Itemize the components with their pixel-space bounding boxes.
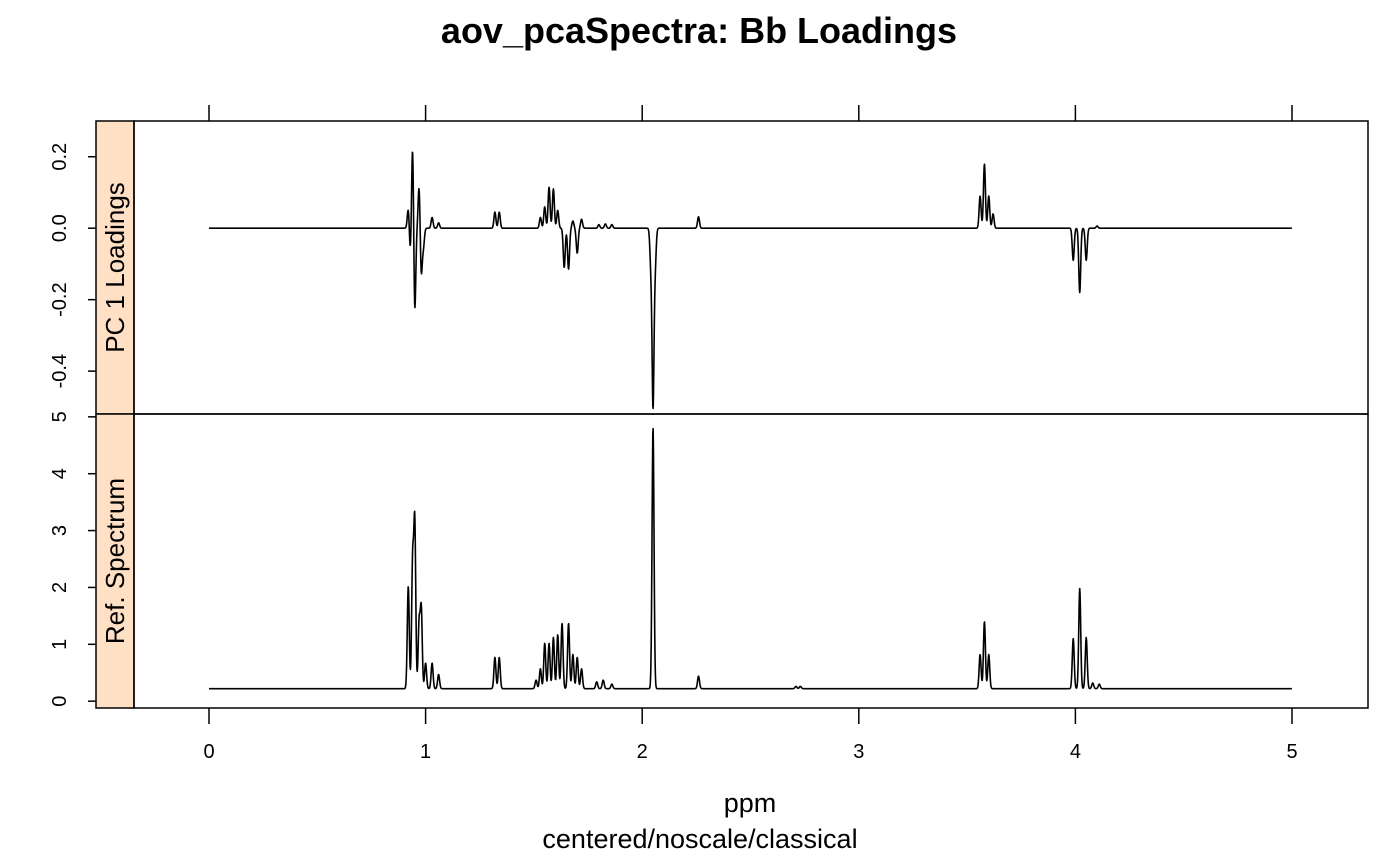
x-tick-label: 5	[1286, 741, 1297, 763]
y-tick-label: 2	[49, 582, 71, 593]
panel-strip-label: Ref. Spectrum	[100, 478, 130, 644]
x-tick-label: 4	[1070, 741, 1081, 763]
panel-strip-label: PC 1 Loadings	[100, 182, 130, 353]
x-tick-label: 1	[420, 741, 431, 763]
y-tick-label: -0.4	[49, 354, 71, 388]
y-tick-label: 3	[49, 525, 71, 536]
panel-1: PC 1 Loadings -0.4 -0.2 0.0 0.2	[49, 120, 1369, 415]
x-axis-subtitle: centered/noscale/classical	[542, 824, 857, 854]
x-tick-label: 0	[203, 741, 214, 763]
panel-strip	[95, 413, 135, 709]
y-tick-label: 5	[49, 411, 71, 422]
y-tick-label: 0.2	[49, 143, 71, 171]
chart-title: aov_pcaSpectra: Bb Loadings	[441, 10, 957, 51]
y-tick-label: 0	[49, 696, 71, 707]
panel-strip	[95, 120, 135, 415]
y-tick-label: 1	[49, 639, 71, 650]
y-tick-label: 0.0	[49, 214, 71, 242]
panel-border	[133, 120, 1369, 415]
panel-2: Ref. Spectrum 0 1 2 3 4 5	[49, 411, 1369, 709]
x-tick-label: 3	[853, 741, 864, 763]
series-line	[208, 151, 1293, 410]
panels-group: PC 1 Loadings -0.4 -0.2 0.0 0.2 Ref. Spectrum…	[49, 120, 1369, 709]
y-tick-label: -0.2	[49, 282, 71, 316]
x-axis-title: ppm	[724, 788, 777, 818]
x-tick-label: 2	[637, 741, 648, 763]
y-tick-label: 4	[49, 468, 71, 479]
x-axis: 0 1 2 3 4 5	[203, 105, 1298, 763]
panel-border	[133, 413, 1369, 709]
series-line	[208, 427, 1293, 690]
